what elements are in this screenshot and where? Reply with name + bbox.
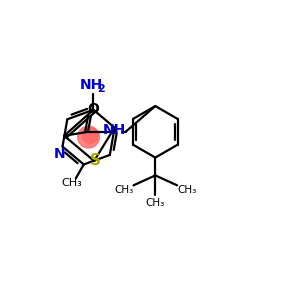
Text: S: S (90, 153, 101, 168)
Text: CH₃: CH₃ (61, 178, 82, 188)
Text: CH₃: CH₃ (177, 185, 197, 195)
Text: CH₃: CH₃ (146, 198, 165, 208)
Text: NH: NH (103, 123, 126, 137)
Text: N: N (54, 146, 65, 161)
Text: NH: NH (80, 78, 103, 92)
Text: O: O (87, 102, 99, 116)
Text: 2: 2 (98, 84, 105, 94)
Circle shape (82, 128, 98, 143)
Circle shape (78, 126, 100, 148)
Text: CH₃: CH₃ (114, 185, 133, 195)
